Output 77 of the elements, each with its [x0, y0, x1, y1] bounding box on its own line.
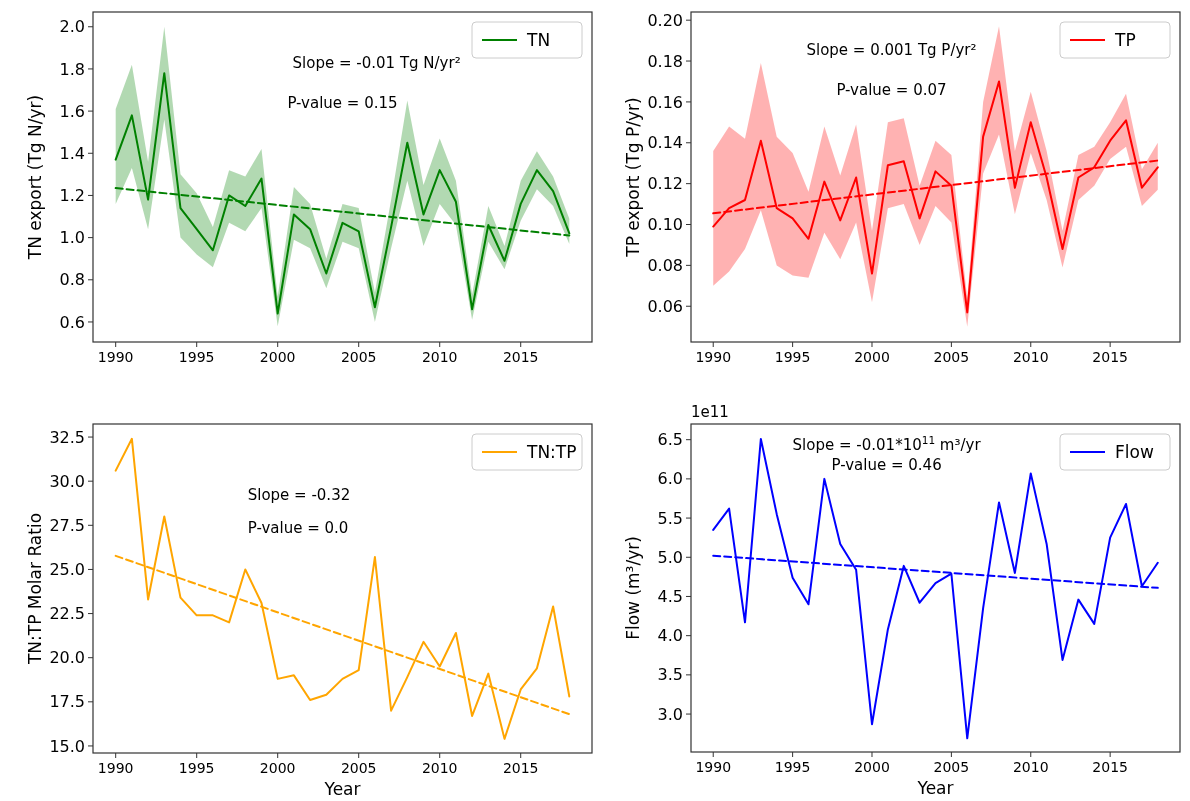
- y-axis-title: TN export (Tg N/yr): [25, 94, 45, 261]
- y-axis-title: TP export (Tg P/yr): [623, 97, 643, 258]
- x-tick-label: 2010: [1012, 349, 1049, 365]
- y-tick-label: 0.14: [647, 133, 683, 153]
- y-tick-label: 1.0: [59, 228, 85, 248]
- y-tick-label: 3.0: [657, 704, 683, 724]
- line-series: [712, 437, 1159, 740]
- annotation: P-value = 0.46: [831, 455, 942, 474]
- y-tick-label: 17.5: [49, 692, 85, 712]
- legend-label: TP: [1114, 29, 1136, 50]
- annotation: Slope = 0.001 Tg P/yr²: [806, 40, 977, 59]
- y-tick-label: 0.20: [647, 10, 683, 30]
- legend-label: TN: [526, 29, 551, 50]
- y-tick-label: 0.10: [647, 215, 683, 235]
- y-tick-label: 0.12: [647, 174, 683, 194]
- y-tick-label: 27.5: [49, 515, 85, 535]
- y-tick-label: 6.5: [657, 430, 683, 450]
- annotation: Slope = -0.01*10$^{11}$ m³/yr: [792, 434, 982, 455]
- x-tick-label: 2000: [259, 760, 296, 776]
- annotation: P-value = 0.07: [836, 80, 947, 99]
- annotation: Slope = -0.32: [247, 485, 351, 504]
- x-tick-label: 2005: [340, 349, 377, 365]
- x-axis-title: Year: [323, 779, 361, 799]
- x-tick-label: 2000: [259, 349, 296, 365]
- legend-label: TN:TP: [526, 441, 577, 462]
- x-tick-label: 2010: [421, 349, 458, 365]
- y-tick-label: 2.0: [59, 17, 85, 37]
- x-tick-label: 2000: [854, 349, 890, 365]
- y-tick-label: 0.08: [647, 255, 683, 275]
- y-tick-label: 15.0: [49, 736, 85, 756]
- x-tick-label: 2010: [421, 760, 458, 776]
- x-tick-label: 2015: [502, 760, 539, 776]
- y-tick-label: 30.0: [49, 471, 85, 491]
- annotation: P-value = 0.15: [287, 93, 398, 112]
- x-axis-title: Year: [916, 778, 954, 798]
- x-tick-label: 2000: [854, 759, 890, 775]
- y-tick-label: 0.18: [647, 51, 683, 71]
- y-tick-label: 1.2: [59, 186, 85, 206]
- y-tick-label: 4.0: [657, 626, 683, 646]
- x-tick-label: 2005: [933, 759, 970, 775]
- x-tick-label: 1990: [97, 349, 134, 365]
- annotation: Slope = -0.01 Tg N/yr²: [292, 54, 461, 73]
- x-tick-label: 1995: [774, 759, 811, 775]
- x-tick-label: 2015: [1092, 759, 1128, 775]
- x-tick-label: 1990: [695, 349, 732, 365]
- x-tick-label: 2010: [1012, 759, 1049, 775]
- x-tick-label: 1995: [774, 349, 811, 365]
- x-tick-label: 1995: [178, 760, 215, 776]
- y-tick-label: 1.4: [59, 143, 85, 163]
- y-axis-title: Flow (m³/yr): [623, 536, 643, 640]
- y-tick-label: 4.5: [657, 587, 683, 607]
- x-tick-label: 2005: [933, 349, 970, 365]
- text: 1e11: [691, 403, 729, 422]
- x-tick-label: 2015: [1092, 349, 1128, 365]
- y-tick-label: 3.5: [657, 665, 683, 685]
- y-tick-label: 32.5: [49, 427, 85, 447]
- y-tick-label: 22.5: [49, 604, 85, 624]
- x-tick-label: 2005: [340, 760, 377, 776]
- y-axis-title: TN:TP Molar Ratio: [25, 512, 45, 666]
- x-tick-label: 1995: [178, 349, 215, 365]
- y-tick-label: 0.06: [647, 296, 683, 316]
- y-tick-label: 20.0: [49, 648, 85, 668]
- y-tick-label: 5.0: [657, 547, 683, 567]
- y-tick-label: 0.16: [647, 92, 683, 112]
- x-tick-label: 1990: [97, 760, 134, 776]
- annotation: P-value = 0.0: [247, 518, 349, 537]
- y-tick-label: 1.6: [59, 101, 85, 121]
- y-tick-label: 6.0: [657, 469, 683, 489]
- y-tick-label: 0.6: [59, 312, 85, 332]
- x-tick-label: 2015: [502, 349, 539, 365]
- legend-label: Flow: [1115, 441, 1154, 462]
- y-tick-label: 0.8: [59, 270, 85, 290]
- line-series: [712, 80, 1159, 314]
- y-tick-label: 1.8: [59, 59, 85, 79]
- x-tick-label: 1990: [695, 759, 732, 775]
- y-tick-label: 25.0: [49, 560, 85, 580]
- y-tick-label: 5.5: [657, 508, 683, 528]
